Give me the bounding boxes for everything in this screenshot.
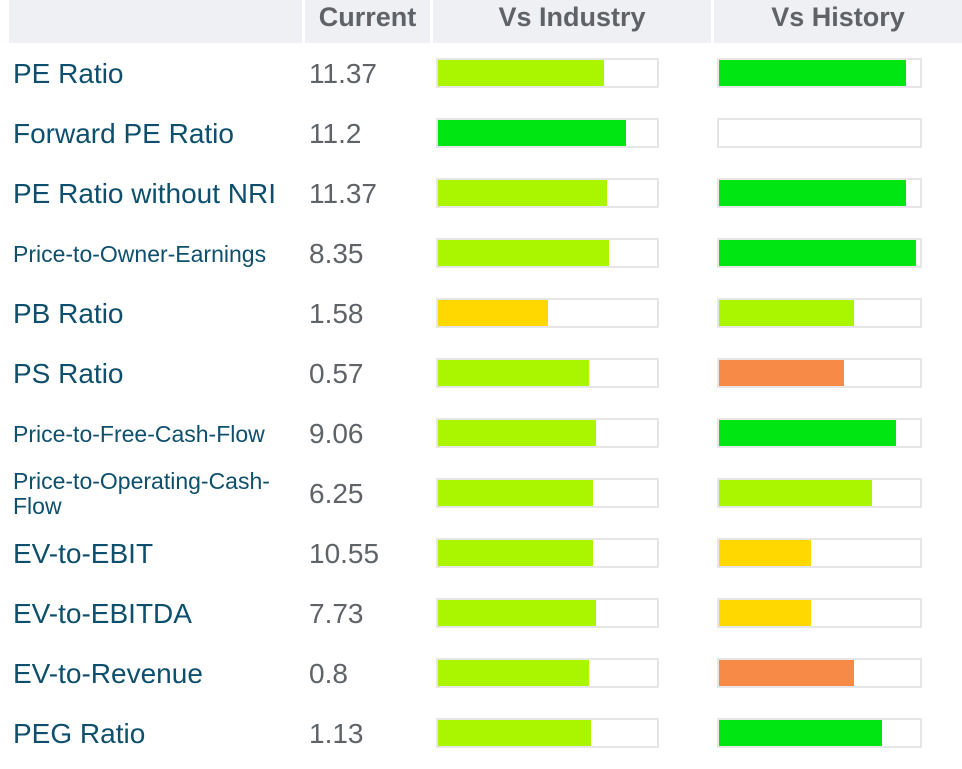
current-value: 8.35: [309, 238, 364, 269]
current-value: 9.06: [309, 418, 364, 449]
vs-history-bar: [717, 658, 922, 688]
current-value: 11.37: [309, 178, 377, 209]
metric-link[interactable]: EV-to-EBITDA: [13, 598, 192, 629]
vs-history-bar-fill: [719, 60, 906, 86]
header-current: Current: [305, 0, 430, 43]
vs-history-bar: [717, 418, 922, 448]
table-row: EV-to-EBITDA 7.73: [0, 584, 962, 644]
table-row: PB Ratio 1.58: [0, 284, 962, 344]
vs-industry-bar: [436, 658, 659, 688]
table-row: PE Ratio 11.37: [0, 44, 962, 104]
table-row: Price-to-Owner-Earnings 8.35: [0, 224, 962, 284]
vs-industry-bar-fill: [438, 480, 594, 506]
metric-link[interactable]: PB Ratio: [13, 298, 124, 329]
vs-industry-bar-fill: [438, 540, 594, 566]
metric-link[interactable]: Price-to-Owner-Earnings: [13, 240, 267, 267]
vs-industry-bar: [436, 238, 659, 268]
current-value: 11.37: [309, 58, 377, 89]
vs-history-bar: [717, 58, 922, 88]
table-header: Current Vs Industry Vs History: [0, 0, 962, 44]
vs-industry-bar-fill: [438, 660, 590, 686]
metric-link[interactable]: Price-to-Free-Cash-Flow: [13, 420, 265, 447]
table-row: PE Ratio without NRI 11.37: [0, 164, 962, 224]
vs-industry-bar-fill: [438, 420, 596, 446]
table-row: EV-to-Revenue 0.8: [0, 644, 962, 704]
vs-industry-bar: [436, 178, 659, 208]
vs-history-bar: [717, 358, 922, 388]
vs-industry-bar: [436, 418, 659, 448]
vs-history-bar-fill: [719, 540, 812, 566]
vs-history-bar-fill: [719, 180, 906, 206]
vs-industry-bar-fill: [438, 360, 590, 386]
metric-link[interactable]: PEG Ratio: [13, 718, 146, 749]
vs-history-bar-fill: [719, 720, 882, 746]
vs-history-bar: [717, 118, 922, 148]
vs-history-bar: [717, 718, 922, 748]
metric-link[interactable]: EV-to-Revenue: [13, 658, 203, 689]
vs-history-bar-fill: [719, 240, 916, 266]
metric-link[interactable]: Price-to-Operating-Cash-Flow: [13, 468, 270, 519]
header-blank-cell: [9, 0, 302, 43]
vs-history-bar-fill: [719, 420, 896, 446]
vs-industry-bar-fill: [438, 300, 548, 326]
current-value: 7.73: [309, 598, 364, 629]
vs-history-bar: [717, 478, 922, 508]
vs-industry-bar-fill: [438, 720, 592, 746]
metric-link[interactable]: PS Ratio: [13, 358, 124, 389]
vs-history-bar: [717, 178, 922, 208]
vs-history-bar-fill: [719, 360, 844, 386]
vs-industry-bar-fill: [438, 60, 605, 86]
metric-link[interactable]: PE Ratio: [13, 58, 124, 89]
table-row: Price-to-Free-Cash-Flow 9.06: [0, 404, 962, 464]
vs-industry-bar-fill: [438, 180, 607, 206]
valuation-table: PE Ratio 11.37 Forward PE Ratio 11.2 PE Rati…: [0, 44, 962, 764]
header-vs-industry: Vs Industry: [433, 0, 711, 43]
vs-history-bar-fill: [719, 600, 812, 626]
current-value: 0.57: [309, 358, 364, 389]
current-value: 1.13: [309, 718, 364, 749]
table-row: Forward PE Ratio 11.2: [0, 104, 962, 164]
vs-history-bar-fill: [719, 300, 854, 326]
vs-industry-bar: [436, 718, 659, 748]
metric-link[interactable]: Forward PE Ratio: [13, 118, 234, 149]
table-row: PS Ratio 0.57: [0, 344, 962, 404]
metric-link[interactable]: EV-to-EBIT: [13, 538, 154, 569]
vs-history-bar: [717, 298, 922, 328]
header-vs-history: Vs History: [714, 0, 962, 43]
current-value: 11.2: [309, 118, 362, 149]
vs-industry-bar-fill: [438, 240, 609, 266]
vs-industry-bar: [436, 538, 659, 568]
current-value: 1.58: [309, 298, 364, 329]
table-row: EV-to-EBIT 10.55: [0, 524, 962, 584]
vs-history-bar: [717, 598, 922, 628]
vs-industry-bar: [436, 358, 659, 388]
vs-industry-bar-fill: [438, 600, 596, 626]
current-value: 6.25: [309, 478, 364, 509]
vs-industry-bar: [436, 598, 659, 628]
vs-history-bar: [717, 238, 922, 268]
vs-industry-bar: [436, 478, 659, 508]
vs-history-bar-fill: [719, 660, 854, 686]
table-row: PEG Ratio 1.13: [0, 704, 962, 764]
current-value: 0.8: [309, 658, 348, 689]
vs-industry-bar: [436, 118, 659, 148]
vs-history-bar: [717, 538, 922, 568]
vs-history-bar-fill: [719, 480, 872, 506]
table-row: Price-to-Operating-Cash-Flow 6.25: [0, 464, 962, 524]
vs-industry-bar-fill: [438, 120, 627, 146]
vs-industry-bar: [436, 298, 659, 328]
metric-link[interactable]: PE Ratio without NRI: [13, 178, 276, 209]
current-value: 10.55: [309, 538, 380, 569]
vs-industry-bar: [436, 58, 659, 88]
